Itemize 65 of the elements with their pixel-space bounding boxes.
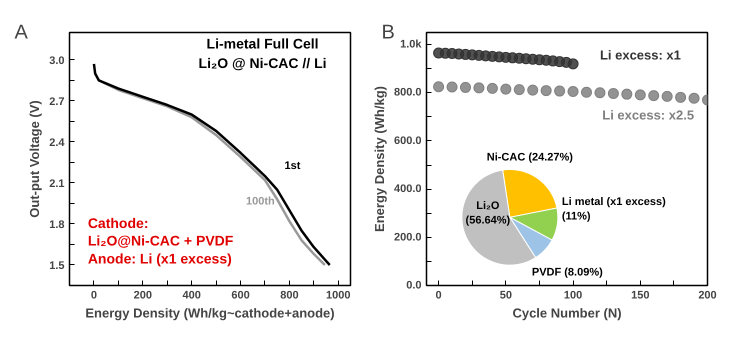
point <box>473 82 484 94</box>
x-tick-label: 400 <box>182 290 201 302</box>
point <box>580 86 592 98</box>
point <box>554 86 566 97</box>
annotation: Li₂O @ Ni-CAC // Li <box>198 54 327 71</box>
x-tick-label: 0 <box>436 290 442 302</box>
x-tick-label: 1000 <box>326 290 351 302</box>
y-tick-label: 1.8 <box>49 218 65 231</box>
x-axis-title: Cycle Number (N) <box>512 306 622 320</box>
x-tick-label: 100 <box>564 290 582 302</box>
series-label: Li excess: x1 <box>600 47 681 62</box>
point <box>688 92 700 104</box>
slice-label: Li₂O <box>476 200 500 212</box>
series-label: 1st <box>284 160 301 172</box>
point <box>634 89 646 100</box>
point <box>594 87 606 98</box>
x-tick-label: 200 <box>134 290 152 302</box>
point <box>608 88 619 99</box>
annotation: Li₂O@Ni-CAC + PVDF <box>88 232 234 249</box>
chart-title: B <box>382 22 395 44</box>
slice-label: PVDF (8.09%) <box>532 266 604 278</box>
y-tick-label: 2.7 <box>49 96 65 108</box>
point <box>648 90 660 102</box>
point <box>460 82 471 93</box>
y-tick-label: 3.0 <box>49 54 65 67</box>
annotation: Cathode: <box>88 214 148 231</box>
y-tick-label: 600.0 <box>394 134 422 147</box>
point <box>433 81 444 92</box>
y-tick-label: 1.5 <box>49 260 65 272</box>
y-tick-label: 2.4 <box>49 136 66 149</box>
point <box>540 85 552 96</box>
point <box>527 84 538 96</box>
y-axis-title: Energy Density (Wh/kg) <box>372 86 387 232</box>
point <box>500 84 512 95</box>
x-tick-label: 200 <box>698 290 717 302</box>
slice-label: Ni-CAC (24.27%) <box>486 151 574 164</box>
data-label: (11%) <box>562 210 591 223</box>
point <box>514 84 525 96</box>
point <box>486 82 498 94</box>
slice-label: Li metal (x1 excess) <box>562 196 666 208</box>
x-tick-label: 0 <box>90 290 97 302</box>
y-axis-title: Out-put Voltage (V) <box>27 100 42 218</box>
y-tick-label: 1.0k <box>400 38 422 51</box>
point <box>568 58 579 70</box>
chart-title: A <box>14 22 28 44</box>
series-label: Li excess: x2.5 <box>602 108 694 123</box>
x-tick-label: 800 <box>280 290 299 302</box>
series-label: 100th <box>246 196 276 208</box>
x-tick-label: 150 <box>631 290 650 302</box>
point <box>568 86 579 98</box>
data-label: (56.64%) <box>466 214 511 227</box>
x-axis-title: Energy Density (Wh/kg~cathode+anode) <box>85 306 335 320</box>
annotation: Anode: Li (x1 excess) <box>88 250 232 266</box>
y-tick-label: 400.0 <box>394 183 422 196</box>
y-tick-label: 800.0 <box>394 86 422 99</box>
y-tick-label: 200.0 <box>394 231 422 244</box>
annotation: Li-metal Full Cell <box>206 36 319 52</box>
point <box>446 81 458 92</box>
point <box>621 88 632 100</box>
x-tick-label: 600 <box>231 290 250 302</box>
y-tick-label: 0.0 <box>406 280 422 292</box>
x-tick-label: 50 <box>500 290 512 302</box>
y-tick-label: 2.1 <box>49 178 65 190</box>
point <box>675 92 686 103</box>
point <box>662 90 673 102</box>
